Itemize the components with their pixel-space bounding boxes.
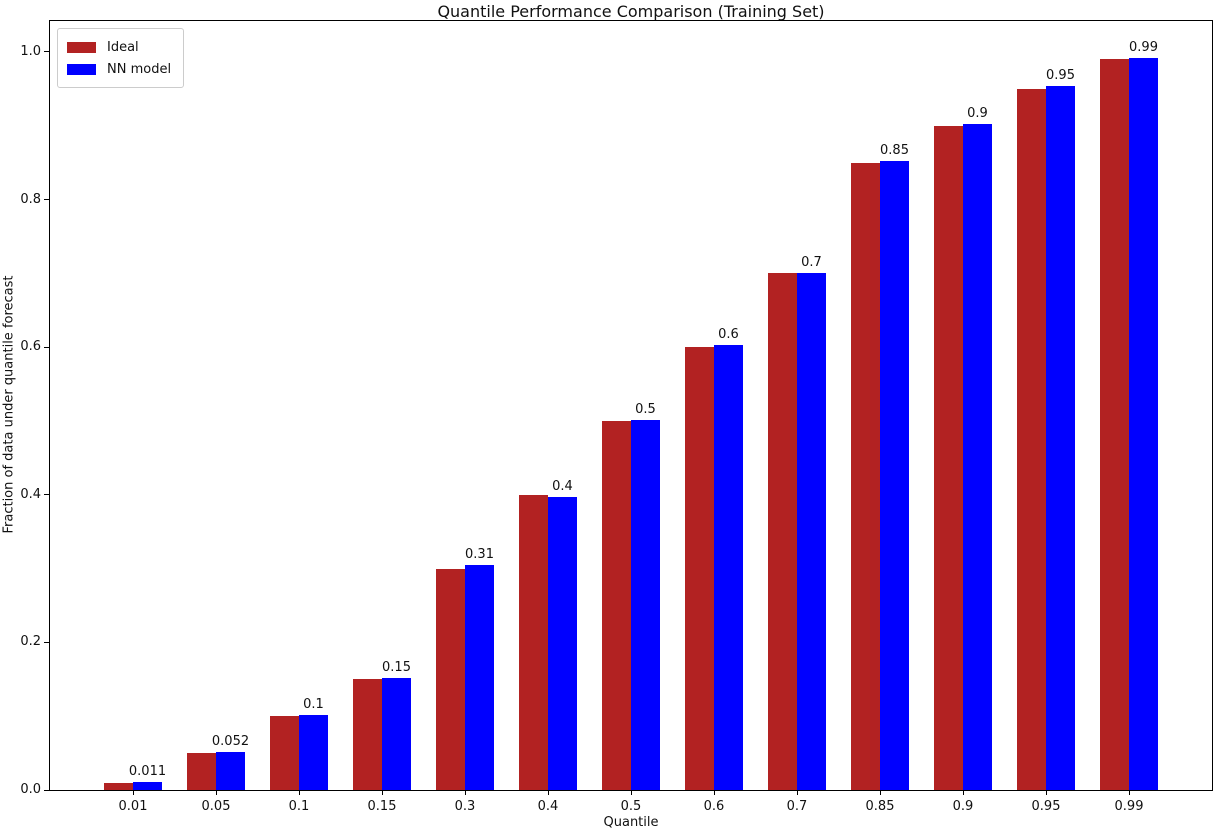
y-axis-label: Fraction of data under quantile forecast [1, 275, 17, 534]
bar-value-label: 0.7 [801, 255, 822, 271]
y-tick-label: 0.6 [20, 339, 41, 355]
y-tick [44, 199, 49, 201]
bar-ideal-0.05 [187, 753, 216, 790]
bar-ideal-0.85 [851, 162, 880, 790]
x-tick-label: 0.6 [703, 799, 725, 814]
bar-ideal-0.15 [353, 679, 382, 790]
legend-label-nn-model: NN model [107, 61, 172, 77]
bar-nn-model-0.95 [1046, 85, 1075, 790]
bar-ideal-0.01 [104, 782, 133, 790]
y-tick [44, 789, 49, 791]
legend-item-nn-model: NN model [67, 58, 171, 80]
x-tick [381, 790, 383, 795]
x-tick [215, 790, 217, 795]
y-tick-label: 0.8 [20, 191, 41, 207]
y-tick-label: 0.0 [20, 782, 41, 797]
x-tick-label: 0.9 [952, 799, 974, 814]
bar-ideal-0.4 [519, 494, 548, 790]
bar-ideal-0.6 [685, 347, 714, 790]
y-tick [44, 641, 49, 643]
chart-title: Quantile Performance Comparison (Trainin… [437, 2, 825, 21]
y-tick [44, 494, 49, 496]
x-tick [796, 790, 798, 795]
x-tick [1045, 790, 1047, 795]
bar-nn-model-0.5 [631, 419, 660, 790]
x-tick-label: 0.05 [201, 799, 231, 814]
bar-ideal-0.99 [1100, 59, 1129, 790]
y-tick-label: 1.0 [20, 43, 41, 59]
bar-nn-model-0.4 [548, 497, 577, 790]
bar-value-label: 0.9 [967, 106, 988, 122]
legend-label-ideal: Ideal [107, 39, 139, 55]
bar-ideal-0.9 [934, 125, 963, 790]
plot-area: Ideal NN model 0.0 0.2 0.4 0.6 0.8 1.0 0.01 0.0… [20, 20, 1213, 814]
bar-value-label: 0.5 [635, 401, 656, 417]
y-tick-label: 0.4 [20, 486, 41, 502]
x-tick-label: 0.99 [1114, 799, 1144, 814]
bar-nn-model-0.3 [465, 564, 494, 790]
x-tick [713, 790, 715, 795]
bar-value-label: 0.95 [1046, 67, 1075, 83]
bar-value-label: 0.011 [128, 763, 167, 779]
bar-ideal-0.3 [436, 568, 465, 790]
bar-ideal-0.1 [270, 716, 299, 790]
bar-nn-model-0.1 [299, 715, 328, 790]
bar-ideal-0.5 [602, 421, 631, 790]
bar-nn-model-0.9 [963, 124, 992, 790]
bar-nn-model-0.85 [880, 161, 909, 790]
bar-value-label: 0.6 [718, 326, 739, 342]
x-tick-label: 0.3 [454, 799, 476, 814]
bar-nn-model-0.7 [797, 273, 826, 790]
y-tick [44, 51, 49, 53]
bar-ideal-0.95 [1017, 88, 1046, 790]
bar-value-label: 0.4 [552, 479, 573, 494]
legend-item-ideal: Ideal [67, 36, 171, 58]
bar-ideal-0.7 [768, 273, 797, 790]
x-tick [547, 790, 549, 795]
x-tick [132, 790, 134, 795]
x-tick [630, 790, 632, 795]
bar-value-label: 0.31 [465, 546, 494, 562]
bar-nn-model-0.6 [714, 344, 743, 790]
x-tick-label: 0.5 [620, 799, 642, 814]
bar-nn-model-0.15 [382, 677, 411, 790]
x-tick-label: 0.95 [1031, 799, 1061, 814]
x-tick [962, 790, 964, 795]
x-tick [879, 790, 881, 795]
bar-nn-model-0.99 [1129, 57, 1158, 790]
x-tick [298, 790, 300, 795]
bar-value-label: 0.15 [382, 659, 411, 675]
bar-nn-model-0.01 [133, 781, 162, 790]
x-tick-label: 0.1 [288, 799, 310, 814]
x-tick-label: 0.7 [786, 799, 808, 814]
x-tick [1128, 790, 1130, 795]
x-tick-label: 0.4 [537, 799, 559, 814]
x-tick-label: 0.01 [118, 799, 148, 814]
bar-value-label: 0.85 [880, 143, 909, 159]
bar-value-label: 0.99 [1129, 39, 1158, 55]
bar-value-label: 0.1 [303, 697, 324, 713]
x-tick-label: 0.85 [865, 799, 895, 814]
bar-value-label: 0.052 [211, 733, 250, 749]
x-tick [464, 790, 466, 795]
legend-swatch-ideal-icon [67, 41, 96, 53]
y-tick-label: 0.2 [20, 634, 41, 650]
legend: Ideal NN model [57, 28, 185, 88]
y-tick [44, 346, 49, 348]
x-tick-label: 0.15 [367, 799, 397, 814]
x-axis-label: Quantile [603, 815, 659, 830]
bar-nn-model-0.05 [216, 751, 245, 790]
legend-swatch-nn-model-icon [67, 63, 96, 75]
